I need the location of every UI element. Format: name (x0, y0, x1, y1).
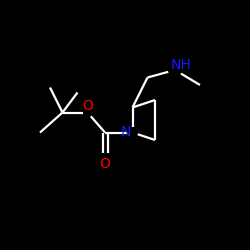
Text: O: O (100, 157, 110, 171)
Text: O: O (82, 99, 93, 113)
Text: N: N (120, 126, 131, 140)
Text: NH: NH (171, 58, 192, 72)
